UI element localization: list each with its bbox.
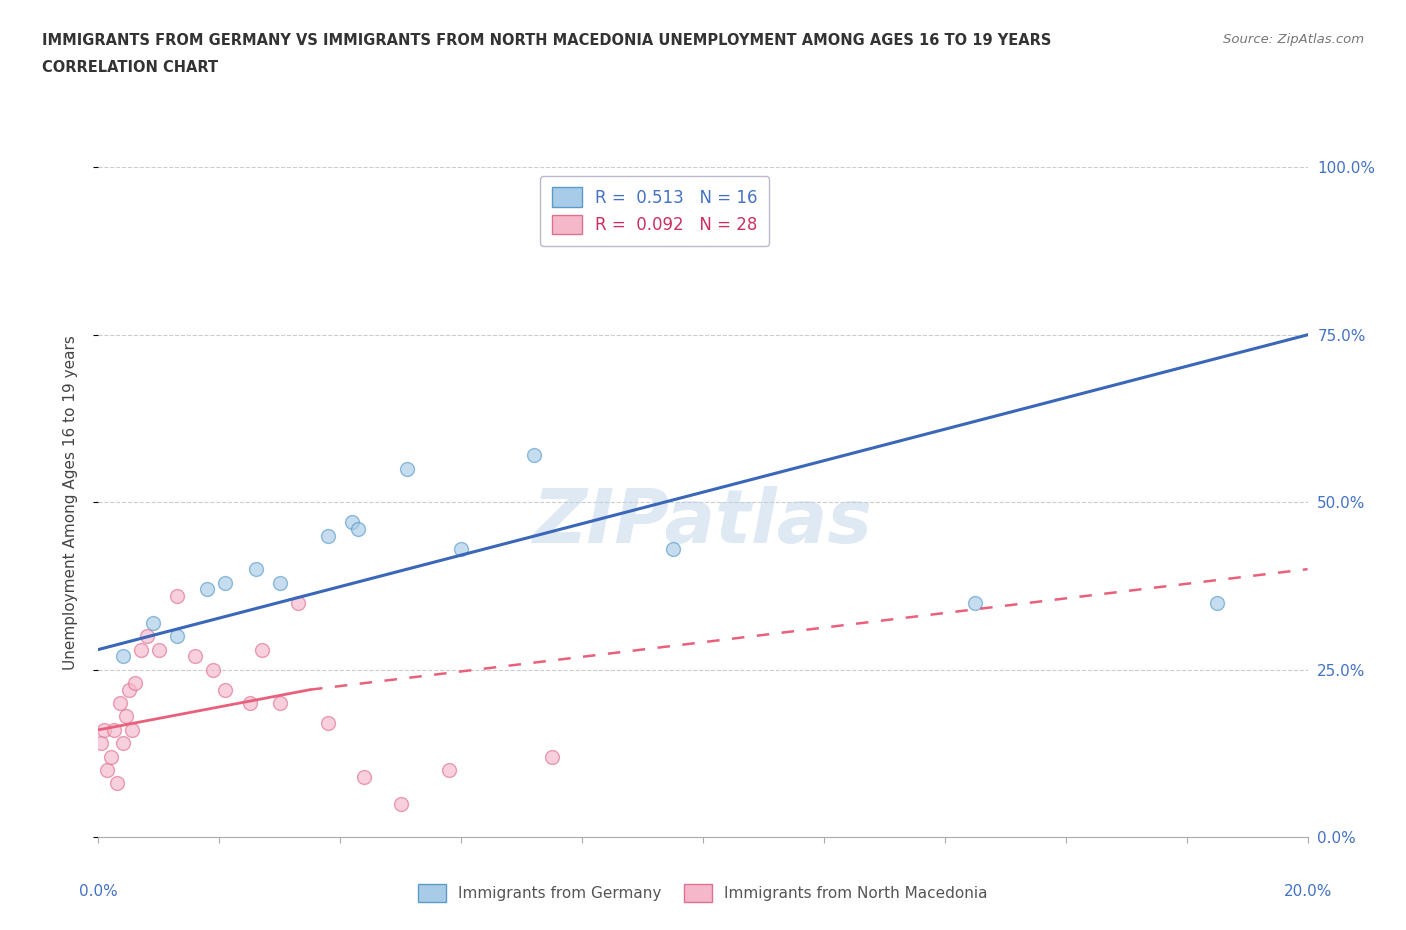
- Y-axis label: Unemployment Among Ages 16 to 19 years: Unemployment Among Ages 16 to 19 years: [63, 335, 77, 670]
- Point: [108, 696, 131, 711]
- Point: [389, 796, 412, 811]
- Text: 20.0%: 20.0%: [1284, 884, 1331, 899]
- Point: [114, 709, 136, 724]
- Point: [437, 763, 460, 777]
- Point: [316, 528, 339, 543]
- Point: [124, 675, 146, 690]
- Point: [166, 629, 188, 644]
- Point: [148, 642, 170, 657]
- Point: [214, 683, 236, 698]
- Point: [269, 575, 291, 590]
- Text: Source: ZipAtlas.com: Source: ZipAtlas.com: [1223, 33, 1364, 46]
- Point: [395, 461, 418, 476]
- Point: [184, 649, 207, 664]
- Point: [347, 522, 370, 537]
- Point: [96, 763, 118, 777]
- Point: [523, 448, 546, 463]
- Point: [287, 595, 309, 610]
- Legend: Immigrants from Germany, Immigrants from North Macedonia: Immigrants from Germany, Immigrants from…: [411, 877, 995, 910]
- Point: [202, 662, 225, 677]
- Point: [135, 629, 157, 644]
- Point: [90, 736, 112, 751]
- Point: [316, 716, 339, 731]
- Point: [450, 541, 472, 556]
- Point: [105, 776, 128, 790]
- Point: [1206, 595, 1229, 610]
- Point: [214, 575, 236, 590]
- Text: CORRELATION CHART: CORRELATION CHART: [42, 60, 218, 75]
- Point: [965, 595, 987, 610]
- Text: IMMIGRANTS FROM GERMANY VS IMMIGRANTS FROM NORTH MACEDONIA UNEMPLOYMENT AMONG AG: IMMIGRANTS FROM GERMANY VS IMMIGRANTS FR…: [42, 33, 1052, 47]
- Point: [111, 736, 134, 751]
- Point: [250, 642, 273, 657]
- Point: [245, 562, 267, 577]
- Text: ZIPatlas: ZIPatlas: [533, 485, 873, 559]
- Point: [166, 589, 188, 604]
- Point: [541, 750, 564, 764]
- Point: [239, 696, 262, 711]
- Point: [195, 582, 218, 597]
- Point: [142, 616, 165, 631]
- Point: [342, 515, 364, 530]
- Point: [111, 649, 134, 664]
- Point: [100, 750, 122, 764]
- Point: [353, 769, 375, 784]
- Point: [121, 723, 143, 737]
- Point: [93, 723, 115, 737]
- Point: [103, 723, 125, 737]
- Text: 0.0%: 0.0%: [79, 884, 118, 899]
- Point: [269, 696, 291, 711]
- Point: [118, 683, 141, 698]
- Point: [129, 642, 152, 657]
- Point: [662, 541, 685, 556]
